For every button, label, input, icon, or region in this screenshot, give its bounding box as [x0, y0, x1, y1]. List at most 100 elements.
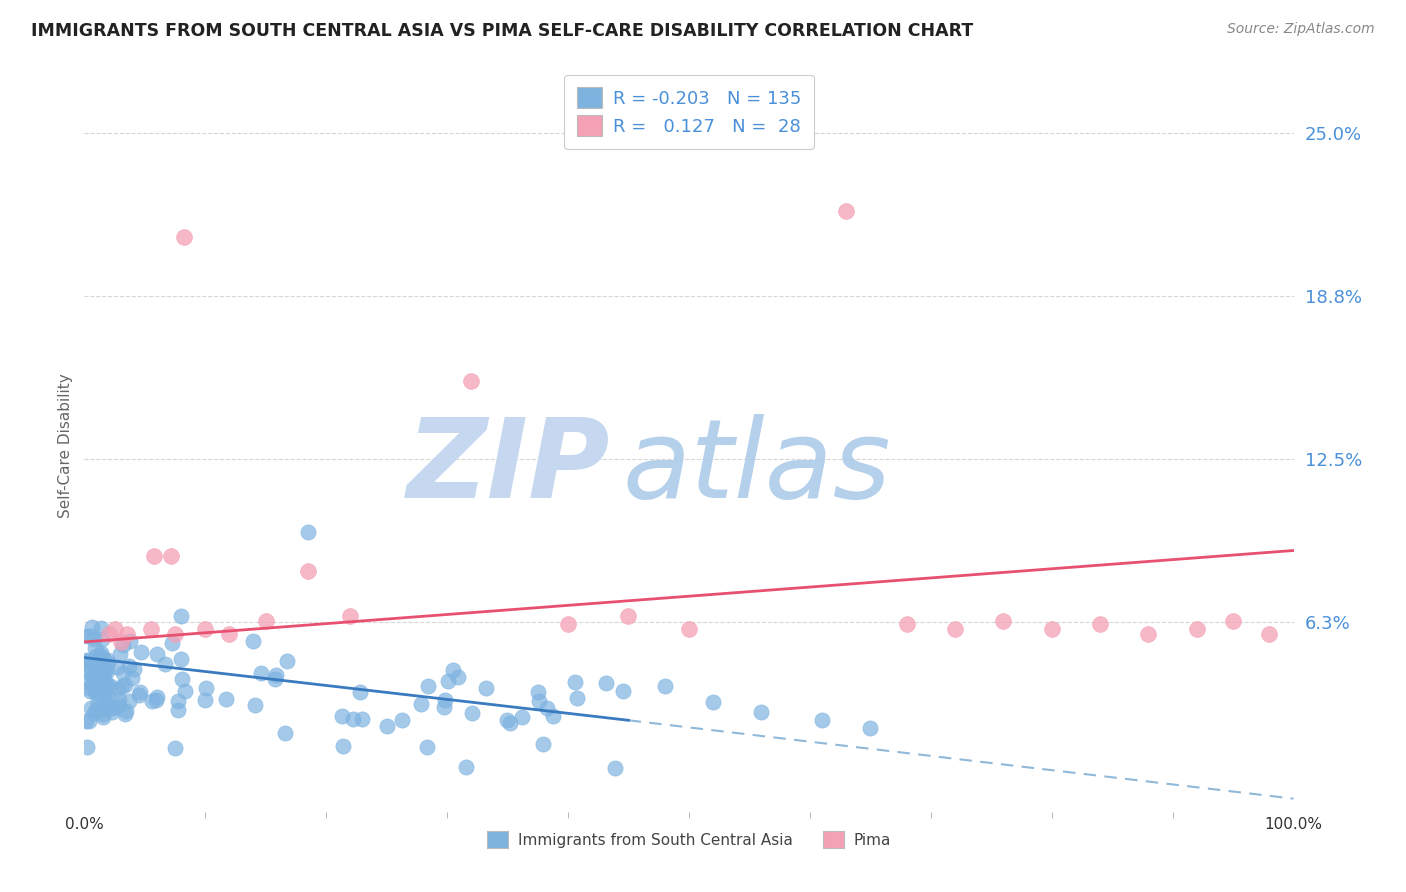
Point	[101, 700, 124, 714]
Point	[155, 657, 177, 671]
Point	[128, 689, 150, 703]
Point	[96, 664, 118, 678]
Text: Source: ZipAtlas.com: Source: ZipAtlas.com	[1227, 22, 1375, 37]
Point	[617, 608, 640, 623]
Text: atlas: atlas	[623, 415, 891, 522]
Point	[80, 619, 103, 633]
Point	[250, 666, 273, 681]
Point	[297, 525, 319, 540]
Point	[91, 651, 114, 665]
Point	[433, 700, 456, 714]
Point	[461, 706, 484, 721]
Point	[1040, 622, 1063, 636]
Y-axis label: Self-Care Disability: Self-Care Disability	[58, 374, 73, 518]
Point	[194, 681, 217, 696]
Point	[605, 761, 627, 775]
Point	[1222, 614, 1244, 628]
Point	[98, 679, 121, 693]
Point	[896, 616, 918, 631]
Point	[859, 721, 882, 735]
Point	[84, 648, 107, 663]
Point	[111, 638, 134, 652]
Point	[93, 694, 115, 708]
Point	[531, 737, 554, 751]
Point	[90, 665, 112, 679]
Point	[165, 627, 187, 641]
Point	[77, 714, 100, 729]
Point	[145, 692, 167, 706]
Point	[160, 636, 183, 650]
Point	[418, 679, 440, 693]
Point	[565, 691, 588, 706]
Point	[433, 693, 456, 707]
Point	[82, 668, 104, 682]
Point	[595, 675, 617, 690]
Point	[330, 709, 353, 723]
Point	[75, 664, 97, 678]
Point	[441, 663, 464, 677]
Point	[654, 679, 676, 693]
Point	[84, 686, 107, 700]
Point	[541, 708, 564, 723]
Point	[194, 622, 217, 636]
Point	[118, 659, 141, 673]
Point	[83, 640, 105, 655]
Point	[460, 374, 482, 388]
Point	[82, 678, 104, 692]
Point	[90, 661, 112, 675]
Point	[77, 681, 100, 695]
Point	[1088, 616, 1111, 631]
Point	[276, 654, 298, 668]
Point	[510, 710, 533, 724]
Point	[499, 716, 522, 731]
Point	[87, 696, 110, 710]
Point	[526, 685, 548, 699]
Point	[131, 645, 153, 659]
Point	[110, 635, 132, 649]
Point	[751, 706, 773, 720]
Point	[194, 693, 217, 707]
Point	[274, 726, 297, 740]
Point	[91, 632, 114, 647]
Point	[117, 694, 139, 708]
Point	[90, 647, 112, 661]
Point	[84, 703, 107, 717]
Point	[89, 648, 111, 662]
Text: IMMIGRANTS FROM SOUTH CENTRAL ASIA VS PIMA SELF-CARE DISABILITY CORRELATION CHAR: IMMIGRANTS FROM SOUTH CENTRAL ASIA VS PI…	[31, 22, 973, 40]
Point	[993, 614, 1015, 628]
Point	[170, 672, 193, 686]
Point	[87, 657, 110, 672]
Point	[173, 683, 195, 698]
Point	[243, 698, 266, 713]
Point	[91, 707, 114, 722]
Point	[416, 739, 439, 754]
Point	[564, 675, 586, 690]
Point	[121, 671, 143, 685]
Point	[77, 659, 100, 673]
Point	[146, 690, 169, 704]
Point	[1258, 627, 1281, 641]
Point	[107, 681, 129, 696]
Point	[75, 674, 97, 689]
Point	[97, 656, 120, 670]
Point	[115, 704, 138, 718]
Point	[84, 684, 107, 698]
Point	[76, 739, 98, 754]
Point	[91, 665, 114, 680]
Point	[1185, 622, 1208, 636]
Point	[83, 632, 105, 647]
Point	[97, 689, 120, 703]
Point	[129, 685, 152, 699]
Point	[536, 701, 558, 715]
Point	[495, 713, 517, 727]
Point	[104, 622, 127, 636]
Point	[108, 698, 131, 712]
Point	[474, 681, 496, 695]
Point	[342, 713, 364, 727]
Point	[104, 700, 127, 714]
Point	[114, 707, 136, 722]
Point	[557, 616, 579, 631]
Point	[943, 622, 966, 636]
Point	[811, 714, 834, 728]
Point	[93, 683, 115, 698]
